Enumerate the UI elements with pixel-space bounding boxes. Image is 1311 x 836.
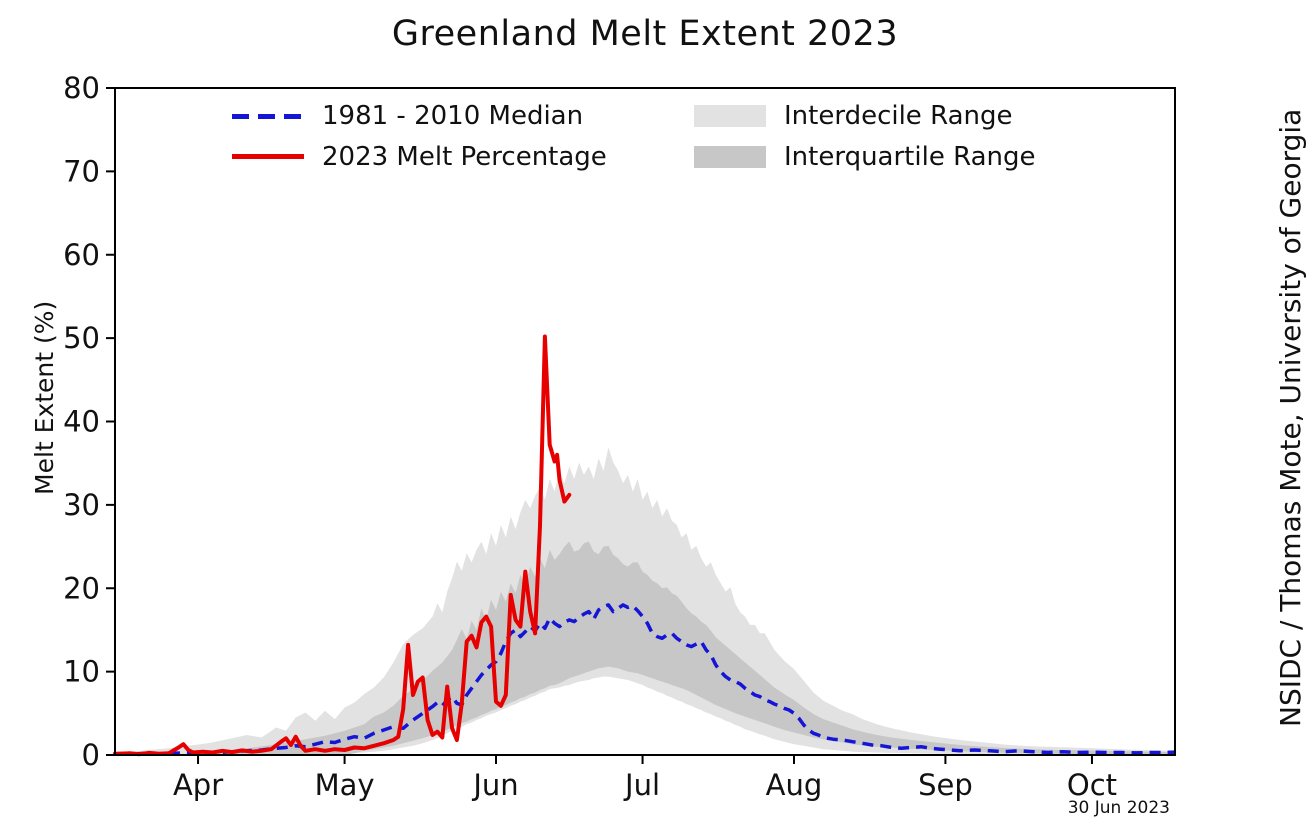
legend-label-melt2023: 2023 Melt Percentage <box>322 141 607 172</box>
x-tick-label: May <box>315 768 375 802</box>
x-tick-label: Aug <box>766 768 823 802</box>
legend-item-interquartile: Interquartile Range <box>694 141 1036 172</box>
credit-text: NSIDC / Thomas Mote, University of Georg… <box>1274 108 1307 728</box>
chart-title: Greenland Melt Extent 2023 <box>391 14 899 54</box>
legend-label-median: 1981 - 2010 Median <box>322 101 584 131</box>
y-tick-label: 80 <box>63 71 100 105</box>
x-tick-label: Jun <box>471 768 518 802</box>
median-line <box>115 603 1176 756</box>
y-axis-label: Melt Extent (%) <box>30 300 59 496</box>
dashed-blue-line-swatch <box>232 105 304 127</box>
date-label: 30 Jun 2023 <box>1067 798 1170 818</box>
x-tick-label: Sep <box>918 768 973 802</box>
melt-2023-line <box>113 334 572 757</box>
x-tick-label: Jul <box>623 768 660 802</box>
y-tick-label: 10 <box>63 655 100 689</box>
y-tick-label: 50 <box>63 321 100 355</box>
dark-gray-patch-swatch <box>694 145 766 168</box>
y-tick-label: 20 <box>63 571 100 605</box>
y-tick-label: 40 <box>63 405 100 439</box>
x-tick-label: Apr <box>173 768 223 802</box>
legend-label-interquartile: Interquartile Range <box>784 141 1036 172</box>
legend-item-median: 1981 - 2010 Median <box>232 102 684 131</box>
legend-item-interdecile: Interdecile Range <box>694 102 1035 131</box>
y-tick-label: 0 <box>82 738 100 772</box>
light-gray-patch-swatch <box>694 105 766 128</box>
legend-label-interdecile: Interdecile Range <box>784 101 1013 131</box>
y-tick-label: 70 <box>63 154 100 188</box>
y-tick-label: 30 <box>63 488 100 522</box>
legend-item-melt2023: 2023 Melt Percentage <box>232 141 684 172</box>
solid-red-line-swatch <box>232 146 304 168</box>
y-tick-label: 60 <box>63 238 100 272</box>
x-tick-label: Oct <box>1067 768 1117 802</box>
legend: 1981 - 2010 Median Interdecile Range 202… <box>232 102 1035 171</box>
